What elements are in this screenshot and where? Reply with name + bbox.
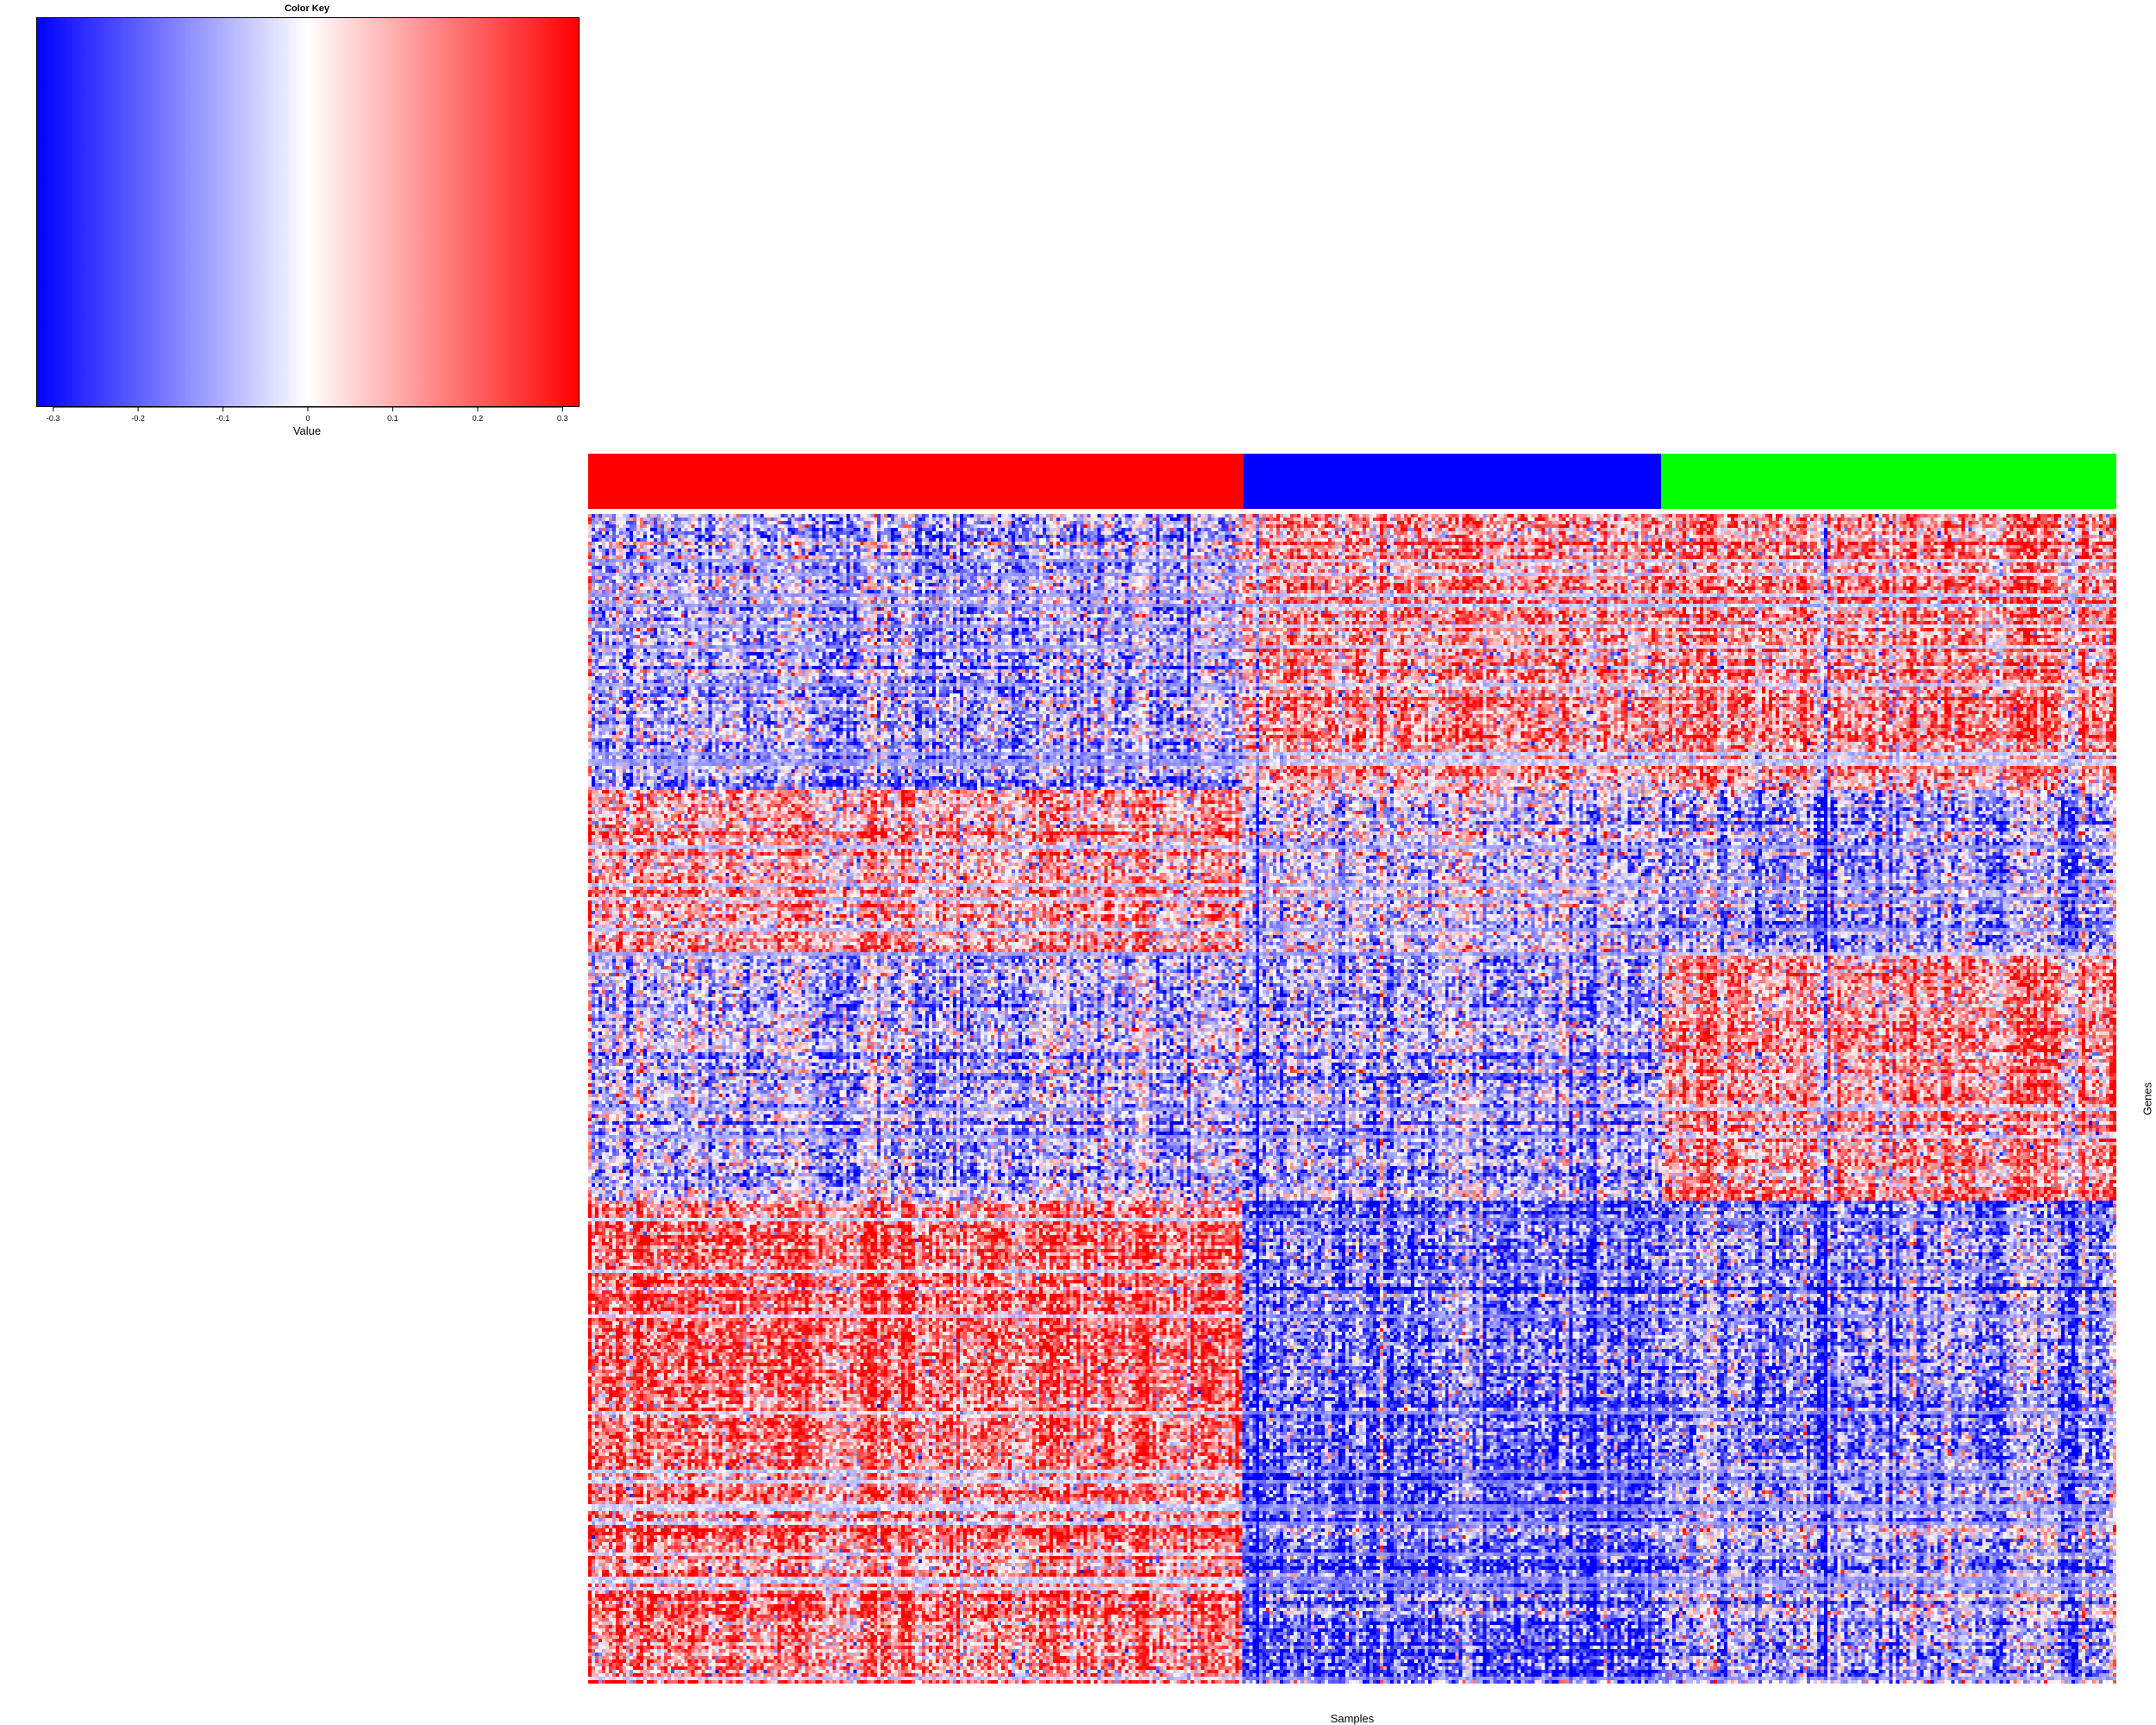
column-group-2: [1244, 454, 1661, 509]
column-group-3: [1660, 454, 2116, 509]
color-key-tick-label: -0.2: [131, 414, 145, 423]
column-group-1: [588, 454, 1244, 509]
color-key-tick-label: 0.3: [557, 414, 568, 423]
column-group-color-bar: [588, 454, 2116, 509]
heatmap-grid: [588, 514, 2116, 1684]
color-key-gradient: [36, 17, 580, 407]
color-key-xlabel: Value: [292, 424, 322, 437]
color-key-tick-label: 0.1: [387, 414, 398, 423]
color-key-tick-label: -0.3: [47, 414, 60, 423]
color-key-tick-label: 0: [305, 414, 310, 423]
color-key-axis: -0.3 -0.2 -0.1 0 0.1 0.2 0.3: [47, 406, 568, 423]
y-axis-label: Genes: [2140, 1082, 2154, 1116]
x-axis-label: Samples: [1330, 1712, 1375, 1725]
color-key-tick-label: -0.1: [216, 414, 230, 423]
color-key-title: Color Key: [285, 3, 329, 14]
color-key-tick-label: 0.2: [473, 414, 484, 423]
